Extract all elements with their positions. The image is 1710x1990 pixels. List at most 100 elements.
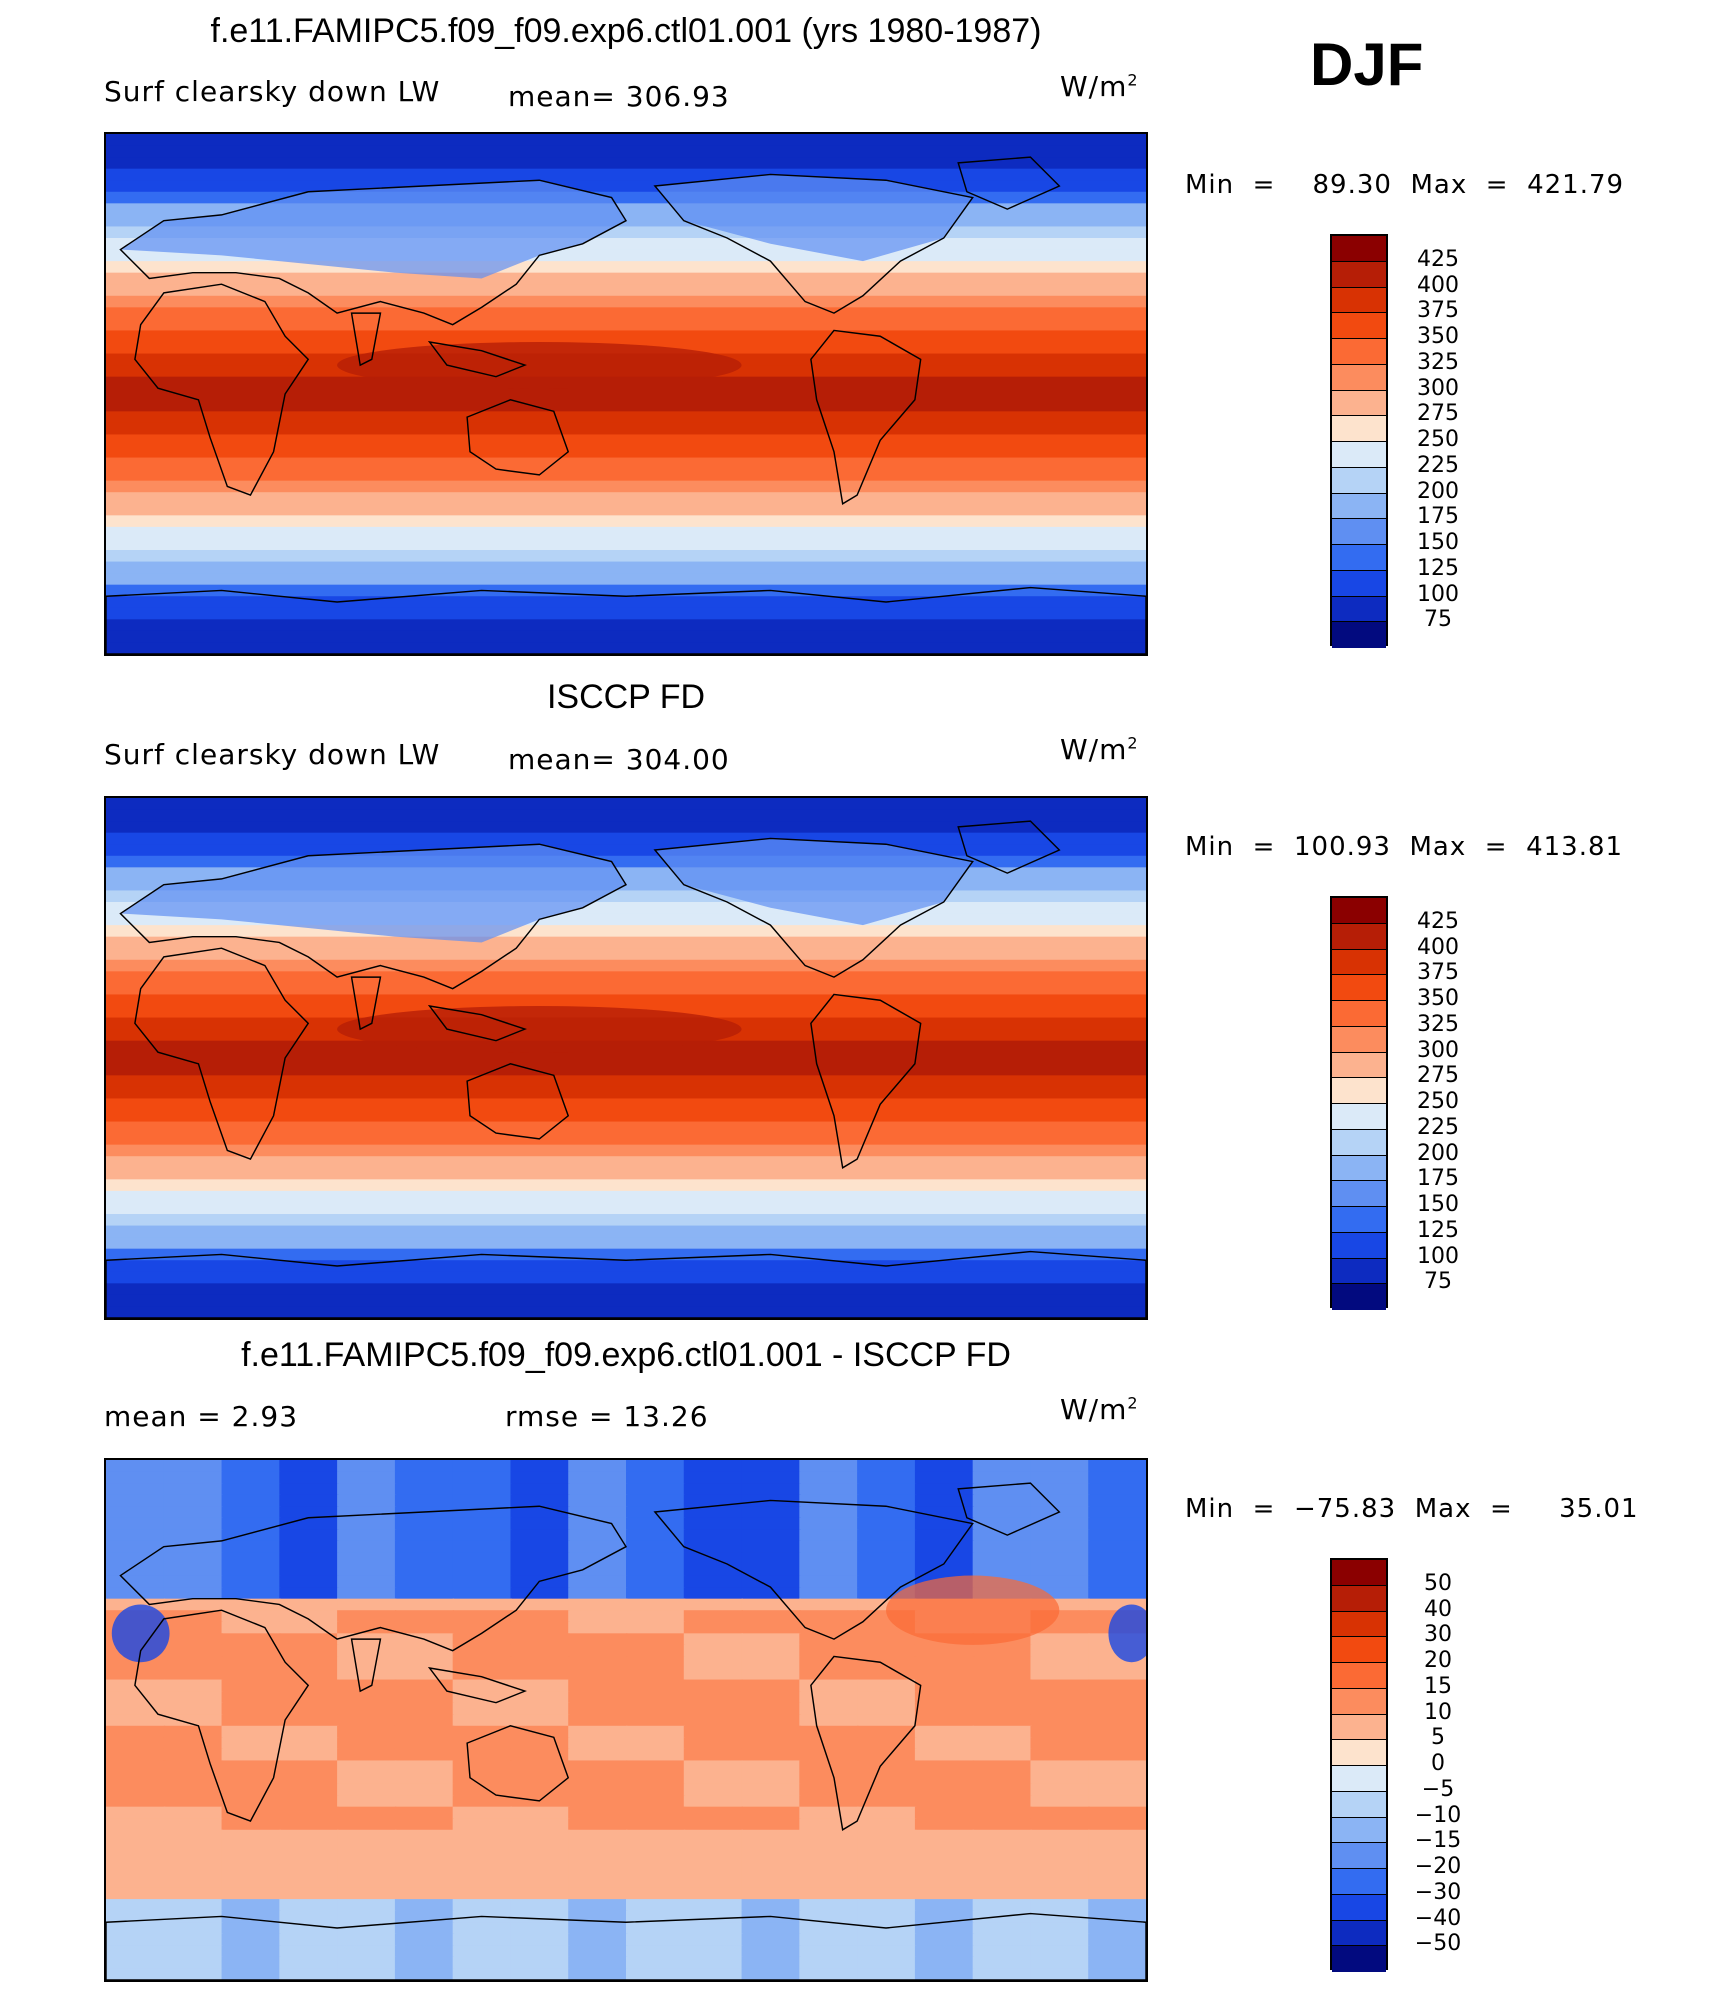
panel1-variable-label: Surf clearsky down LW — [104, 75, 441, 108]
colorbar-swatch — [1332, 519, 1386, 545]
colorbar-tick-label: 10 — [1424, 1699, 1452, 1725]
colorbar-swatch — [1332, 1585, 1386, 1612]
colorbar-swatch — [1332, 1663, 1386, 1689]
panel2-min-max: Min = 100.93 Max = 413.81 — [1185, 832, 1624, 862]
colorbar-swatch — [1332, 1817, 1386, 1844]
colorbar-tick-label: −50 — [1414, 1931, 1462, 1957]
colorbar-tick-label: 350 — [1417, 324, 1459, 349]
colorbar-swatch — [1332, 1104, 1386, 1130]
colorbar-tick-label: 200 — [1417, 1140, 1459, 1166]
panel1-min-max: Min = 89.30 Max = 421.79 — [1185, 170, 1625, 200]
colorbar-swatch — [1332, 622, 1386, 648]
colorbar-swatch — [1332, 1920, 1386, 1947]
colorbar-tick-label: 125 — [1417, 1217, 1459, 1243]
panel3-title: f.e11.FAMIPC5.f09_f09.exp6.ctl01.001 - I… — [241, 1336, 1011, 1374]
colorbar-swatch — [1332, 1181, 1386, 1207]
colorbar-swatch — [1332, 1766, 1386, 1792]
colorbar-swatch — [1332, 261, 1386, 288]
colorbar-tick-label: 75 — [1424, 1269, 1452, 1295]
colorbar-swatch — [1332, 1052, 1386, 1079]
colorbar-swatch — [1332, 949, 1386, 976]
colorbar-tick-label: 30 — [1424, 1622, 1452, 1648]
panel1-colorbar — [1330, 234, 1388, 648]
colorbar-tick-label: 125 — [1417, 555, 1459, 581]
colorbar-swatch — [1332, 1232, 1386, 1259]
colorbar-swatch — [1332, 1129, 1386, 1156]
colorbar-swatch — [1332, 1258, 1386, 1285]
colorbar-tick-label: 300 — [1417, 1037, 1459, 1063]
colorbar-tick-label: 100 — [1417, 1243, 1459, 1269]
colorbar-swatch — [1332, 493, 1386, 520]
colorbar-tick-label: −5 — [1421, 1776, 1455, 1802]
panel3-min-max: Min = −75.83 Max = 35.01 — [1185, 1494, 1639, 1524]
colorbar-tick-label: 400 — [1417, 272, 1459, 298]
colorbar-tick-label: 275 — [1417, 1063, 1459, 1089]
panel3-units: W/m2 — [1060, 1393, 1139, 1426]
colorbar-tick-label: 15 — [1424, 1673, 1452, 1699]
colorbar-tick-label: 325 — [1417, 1011, 1459, 1037]
panel2-title: ISCCP FD — [546, 678, 706, 716]
colorbar-tick-label: −15 — [1414, 1828, 1462, 1854]
colorbar-swatch — [1332, 364, 1386, 391]
colorbar-tick-label: 175 — [1417, 504, 1459, 530]
colorbar-swatch — [1332, 545, 1386, 571]
colorbar-tick-label: 425 — [1417, 246, 1459, 272]
colorbar-swatch — [1332, 1637, 1386, 1663]
colorbar-tick-label: −40 — [1414, 1905, 1462, 1931]
colorbar-tick-label: 150 — [1417, 530, 1459, 555]
panel3-rmse-label: rmse = 13.26 — [505, 1400, 709, 1433]
colorbar-tick-label: 225 — [1417, 1114, 1459, 1140]
colorbar-tick-label: 350 — [1417, 986, 1459, 1011]
panel3-map — [104, 1458, 1148, 1982]
colorbar-tick-label: 250 — [1417, 427, 1459, 452]
colorbar-tick-label: 20 — [1424, 1648, 1452, 1673]
panel3-mean-label: mean = 2.93 — [104, 1400, 299, 1433]
panel2-map — [104, 796, 1148, 1320]
panel2-mean-label: mean= 304.00 — [508, 743, 730, 776]
colorbar-swatch — [1332, 1155, 1386, 1182]
colorbar-tick-label: 150 — [1417, 1192, 1459, 1217]
panel1-colorbar-labels: 425 400 375 350 325 300 275 250 225 200 175 150 125 1… — [1402, 234, 1482, 646]
colorbar-swatch — [1332, 1688, 1386, 1715]
colorbar-swatch — [1332, 1791, 1386, 1818]
colorbar-swatch — [1332, 416, 1386, 442]
colorbar-tick-label: 250 — [1417, 1089, 1459, 1114]
panel1-map — [104, 132, 1148, 656]
colorbar-tick-label: 175 — [1417, 1166, 1459, 1192]
colorbar-swatch — [1332, 287, 1386, 314]
colorbar-tick-label: 5 — [1431, 1725, 1445, 1751]
colorbar-swatch — [1332, 1843, 1386, 1869]
panel1-title: f.e11.FAMIPC5.f09_f09.exp6.ctl01.001 (yr… — [210, 12, 1042, 50]
colorbar-tick-label: 375 — [1417, 298, 1459, 324]
colorbar-swatch — [1332, 1894, 1386, 1921]
panel3-colorbar-labels: 50 40 30 20 15 10 5 0 −5 −10 −15 −20 −30 −40 −50 — [1402, 1558, 1482, 1970]
colorbar-tick-label: 325 — [1417, 349, 1459, 375]
colorbar-swatch — [1332, 570, 1386, 597]
colorbar-tick-label: 375 — [1417, 960, 1459, 986]
colorbar-tick-label: 200 — [1417, 478, 1459, 504]
colorbar-swatch — [1332, 313, 1386, 339]
colorbar-swatch — [1332, 1560, 1386, 1586]
panel3-colorbar — [1330, 1558, 1388, 1972]
colorbar-swatch — [1332, 1740, 1386, 1766]
colorbar-swatch — [1332, 1869, 1386, 1895]
colorbar-swatch — [1332, 1207, 1386, 1233]
colorbar-tick-label: 0 — [1431, 1751, 1445, 1776]
colorbar-tick-label: 425 — [1417, 908, 1459, 934]
colorbar-tick-label: 50 — [1424, 1570, 1452, 1596]
colorbar-tick-label: −20 — [1414, 1854, 1462, 1879]
colorbar-swatch — [1332, 923, 1386, 950]
colorbar-swatch — [1332, 596, 1386, 623]
colorbar-swatch — [1332, 1611, 1386, 1638]
colorbar-tick-label: 225 — [1417, 452, 1459, 478]
panel2-units: W/m2 — [1060, 733, 1139, 766]
colorbar-swatch — [1332, 975, 1386, 1001]
panel2-variable-label: Surf clearsky down LW — [104, 738, 441, 771]
colorbar-tick-label: −30 — [1414, 1879, 1462, 1905]
colorbar-swatch — [1332, 339, 1386, 365]
colorbar-tick-label: 400 — [1417, 934, 1459, 960]
colorbar-tick-label: 275 — [1417, 401, 1459, 427]
colorbar-swatch — [1332, 467, 1386, 494]
colorbar-swatch — [1332, 236, 1386, 262]
colorbar-swatch — [1332, 1284, 1386, 1310]
